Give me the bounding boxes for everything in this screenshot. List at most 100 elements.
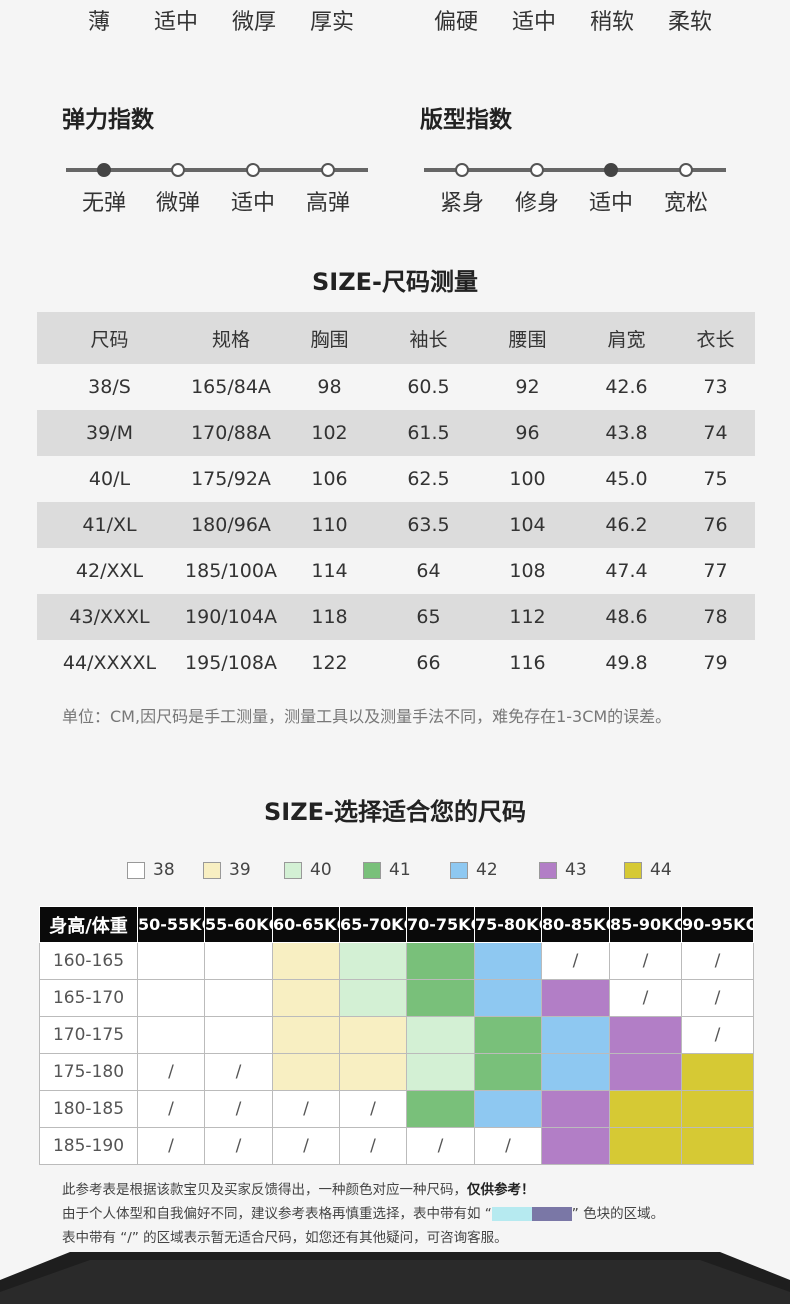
scale-node [321, 163, 335, 177]
table-cell: 38/S [88, 376, 131, 398]
table-cell: 49.8 [605, 652, 648, 674]
table-cell: 40/L [88, 468, 131, 490]
grid-cell-size-40 [339, 942, 407, 980]
scale-label: 紧身 [439, 191, 484, 216]
table-cell: 79 [703, 652, 728, 674]
grid-row: 180-185// / / [39, 1090, 754, 1128]
grid-cell-na: / [204, 1127, 273, 1165]
grid-cell-na: / [204, 1090, 273, 1128]
table-cell: 43/XXXL [69, 606, 150, 628]
legend-item: 41 [363, 860, 411, 880]
table-cell: 108 [509, 560, 546, 582]
scale-label: 宽松 [663, 191, 708, 216]
elasticity-title: 弹力指数 [62, 107, 154, 133]
grid-row: 170-175 / [39, 1016, 754, 1054]
grid-cell-size-38 [204, 942, 273, 980]
color-chip [491, 1207, 532, 1221]
height-label: 185-190 [39, 1127, 138, 1165]
legend-label: 44 [650, 860, 672, 880]
grid-cell-na: / [137, 1053, 205, 1091]
top-label: 稍软 [590, 10, 635, 35]
table-cell: 92 [515, 376, 540, 398]
size-chart-footnote: 此参考表是根据该款宝贝及买家反馈得出，一种颜色对应一种尺码，仅供参考！ 由于个人… [62, 1178, 664, 1250]
table-cell: 102 [311, 422, 348, 444]
grid-row: 175-180// [39, 1053, 754, 1091]
legend-swatch [539, 861, 557, 879]
scale-node [530, 163, 544, 177]
grid-cell-size-38 [204, 1016, 273, 1054]
table-cell: 77 [703, 560, 728, 582]
footnote-text: 此参考表是根据该款宝贝及买家反馈得出，一种颜色对应一种尺码， [62, 1182, 467, 1198]
table-cell: 48.6 [605, 606, 648, 628]
grid-corner-header: 身高/体重 [39, 906, 138, 943]
scale-label: 适中 [588, 191, 633, 216]
grid-cell-size-42 [474, 979, 542, 1017]
legend-label: 39 [229, 860, 251, 880]
grid-cell-size-41 [406, 1090, 475, 1128]
legend-label: 38 [153, 860, 175, 880]
table-cell: 98 [317, 376, 342, 398]
table-cell: 47.4 [605, 560, 648, 582]
column-header: 腰围 [508, 328, 547, 351]
legend-swatch [624, 861, 642, 879]
table-cell: 63.5 [407, 514, 450, 536]
top-label: 柔软 [668, 10, 713, 35]
grid-cell-size-38 [137, 979, 205, 1017]
legend-label: 43 [565, 860, 587, 880]
table-cell: 122 [311, 652, 348, 674]
grid-cell-size-44 [681, 1053, 754, 1091]
grid-cell-na: / [272, 1090, 340, 1128]
legend-label: 42 [476, 860, 498, 880]
top-label: 适中 [154, 10, 199, 35]
grid-cell-na: / [339, 1127, 407, 1165]
table-row: 41/XL 180/96A 110 63.5 104 46.2 76 [37, 502, 755, 548]
height-label: 180-185 [39, 1090, 138, 1128]
grid-cell-na: / [681, 942, 754, 980]
table-cell: 45.0 [605, 468, 648, 490]
grid-cell-na: / [609, 979, 682, 1017]
grid-row: 160-165// / [39, 942, 754, 980]
grid-cell-size-39 [272, 942, 340, 980]
table-cell: 118 [311, 606, 348, 628]
grid-cell-na: / [541, 942, 610, 980]
grid-cell-na: / [474, 1127, 542, 1165]
fit-scale: 紧身 修身 适中 宽松 [424, 157, 726, 217]
grid-cell-size-40 [406, 1053, 475, 1091]
grid-cell-na: / [681, 1016, 754, 1054]
size-chart-title: SIZE-选择适合您的尺码 [264, 798, 526, 826]
size-color-legend: 38 39 40 41 42 43 44 [0, 860, 790, 884]
legend-swatch [203, 861, 221, 879]
table-row: 44/XXXXL 195/108A 122 66 116 49.8 79 [37, 640, 755, 686]
table-cell: 39/M [86, 422, 133, 444]
scale-label: 适中 [230, 191, 275, 216]
table-cell: 104 [509, 514, 546, 536]
grid-cell-size-38 [137, 1016, 205, 1054]
column-header: 规格 [211, 328, 250, 351]
legend-item: 39 [203, 860, 251, 880]
scale-label: 修身 [514, 191, 559, 216]
legend-swatch [127, 861, 145, 879]
table-cell: 110 [311, 514, 348, 536]
legend-item: 38 [127, 860, 175, 880]
grid-cell-size-41 [406, 942, 475, 980]
table-cell: 185/100A [185, 560, 277, 582]
scale-label: 无弹 [81, 191, 126, 216]
table-cell: 60.5 [407, 376, 450, 398]
grid-cell-size-39 [272, 1053, 340, 1091]
top-label: 厚实 [310, 10, 355, 35]
table-cell: 75 [703, 468, 728, 490]
table-cell: 96 [515, 422, 540, 444]
table-row: 38/S 165/84A 98 60.5 92 42.6 73 [37, 364, 755, 410]
column-header: 肩宽 [607, 328, 646, 351]
grid-cell-size-38 [137, 942, 205, 980]
grid-cell-na: / [272, 1127, 340, 1165]
weight-header: 65-70KG [339, 906, 407, 943]
table-cell: 73 [703, 376, 728, 398]
size-measurement-table: 尺码 规格 胸围 袖长 腰围 肩宽 衣长 38/S 165/84A 98 60.5 92… [37, 312, 755, 686]
height-label: 170-175 [39, 1016, 138, 1054]
grid-cell-size-40 [406, 1016, 475, 1054]
table-cell: 61.5 [407, 422, 450, 444]
column-header: 胸围 [310, 328, 349, 351]
thickness-softness-labels: 薄 适中 微厚 厚实 偏硬 适中 稍软 柔软 [0, 0, 790, 40]
grid-cell-size-39 [272, 979, 340, 1017]
